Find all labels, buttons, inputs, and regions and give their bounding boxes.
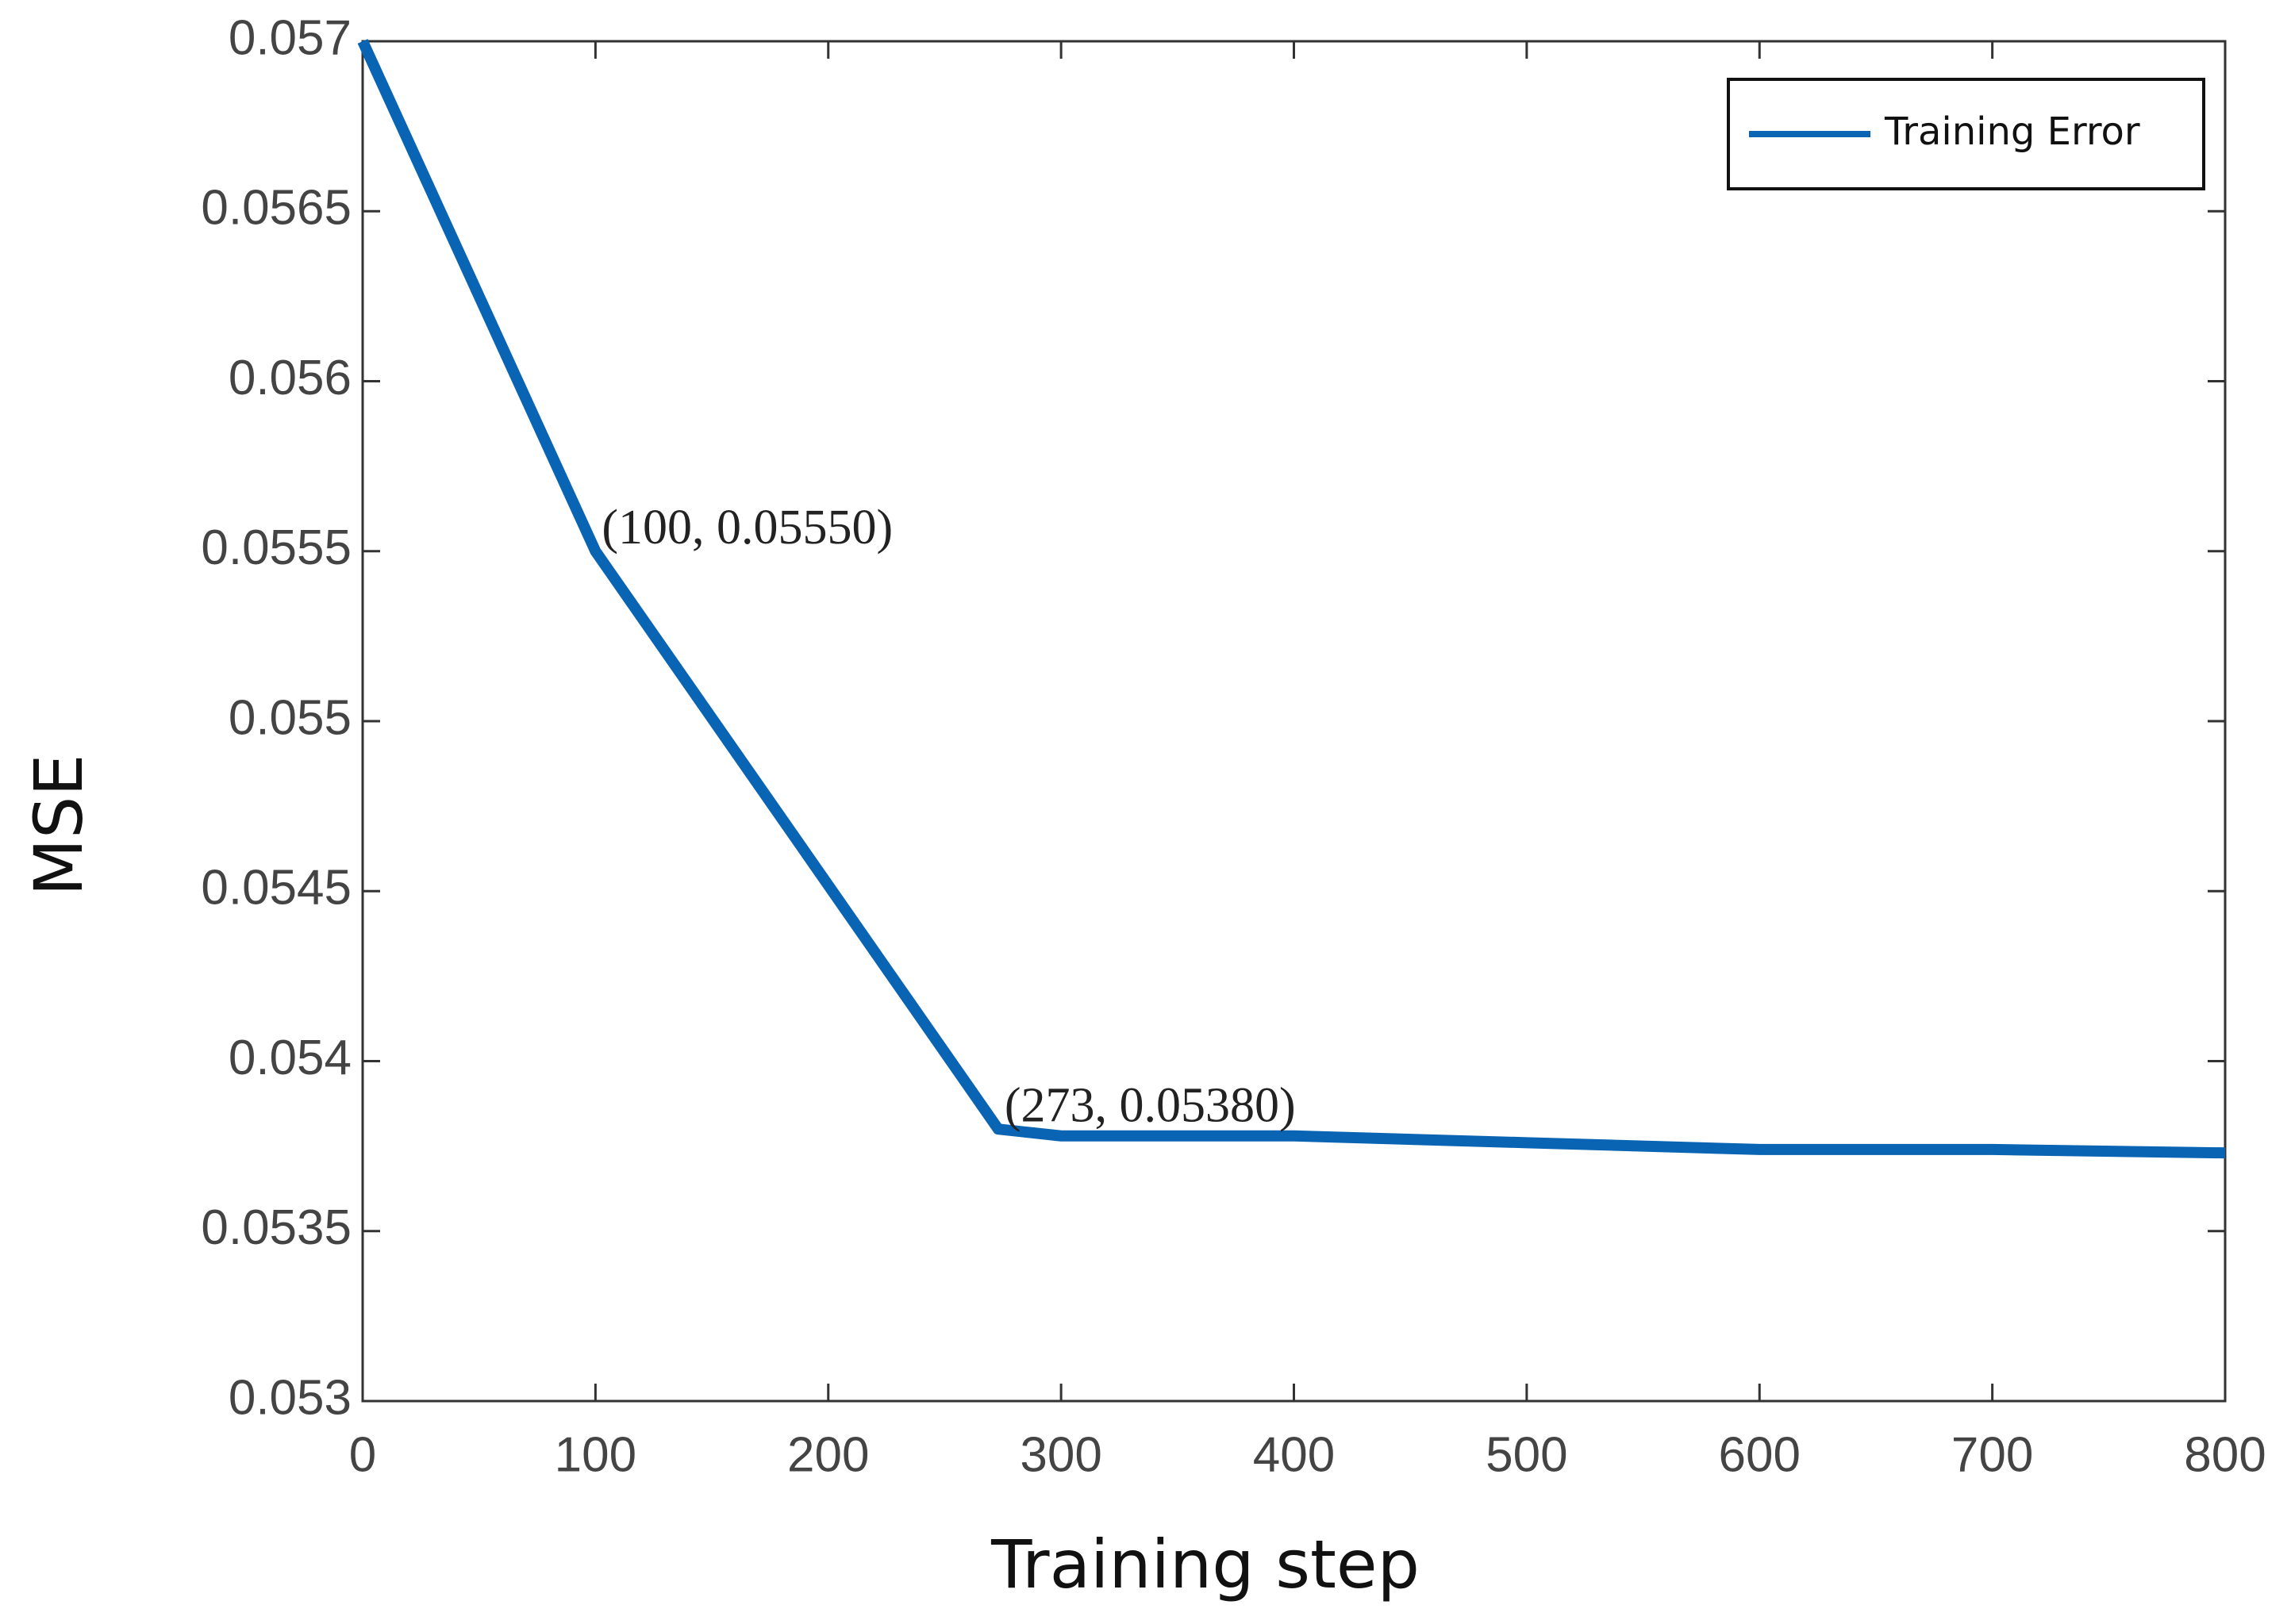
data-line	[357, 39, 2226, 1159]
y-axis-label: MSE	[20, 754, 98, 896]
y-tick-label: 0.0565	[201, 181, 352, 236]
y-tick-label: 0.054	[229, 1031, 352, 1085]
y-tick-label: 0.057	[229, 10, 352, 65]
plot-frame	[361, 40, 2227, 1403]
x-axis-label: Training step	[990, 1526, 1420, 1603]
x-tick-label: 700	[1951, 1427, 2033, 1482]
x-tick-label: 300	[1020, 1427, 1101, 1482]
y-tick-label: 0.053	[229, 1370, 352, 1425]
x-tick-label: 200	[787, 1427, 869, 1482]
x-tick-label: 600	[1719, 1427, 1801, 1482]
annotation: (273, 0.05380)	[1005, 1078, 1296, 1132]
y-tick-label: 0.0555	[201, 520, 352, 575]
legend-label: Training Error	[1884, 109, 2140, 154]
y-tick-label: 0.0535	[201, 1200, 352, 1255]
x-tick-label: 0	[349, 1427, 376, 1482]
x-tick-label: 400	[1253, 1427, 1335, 1482]
x-tick-label: 800	[2184, 1427, 2266, 1482]
y-tick-label: 0.056	[229, 351, 352, 405]
y-tick-label: 0.0545	[201, 861, 352, 916]
annotation: (100, 0.05550)	[602, 501, 893, 555]
y-tick-label: 0.055	[229, 690, 352, 745]
x-tick-label: 100	[555, 1427, 636, 1482]
x-tick-label: 500	[1486, 1427, 1567, 1482]
